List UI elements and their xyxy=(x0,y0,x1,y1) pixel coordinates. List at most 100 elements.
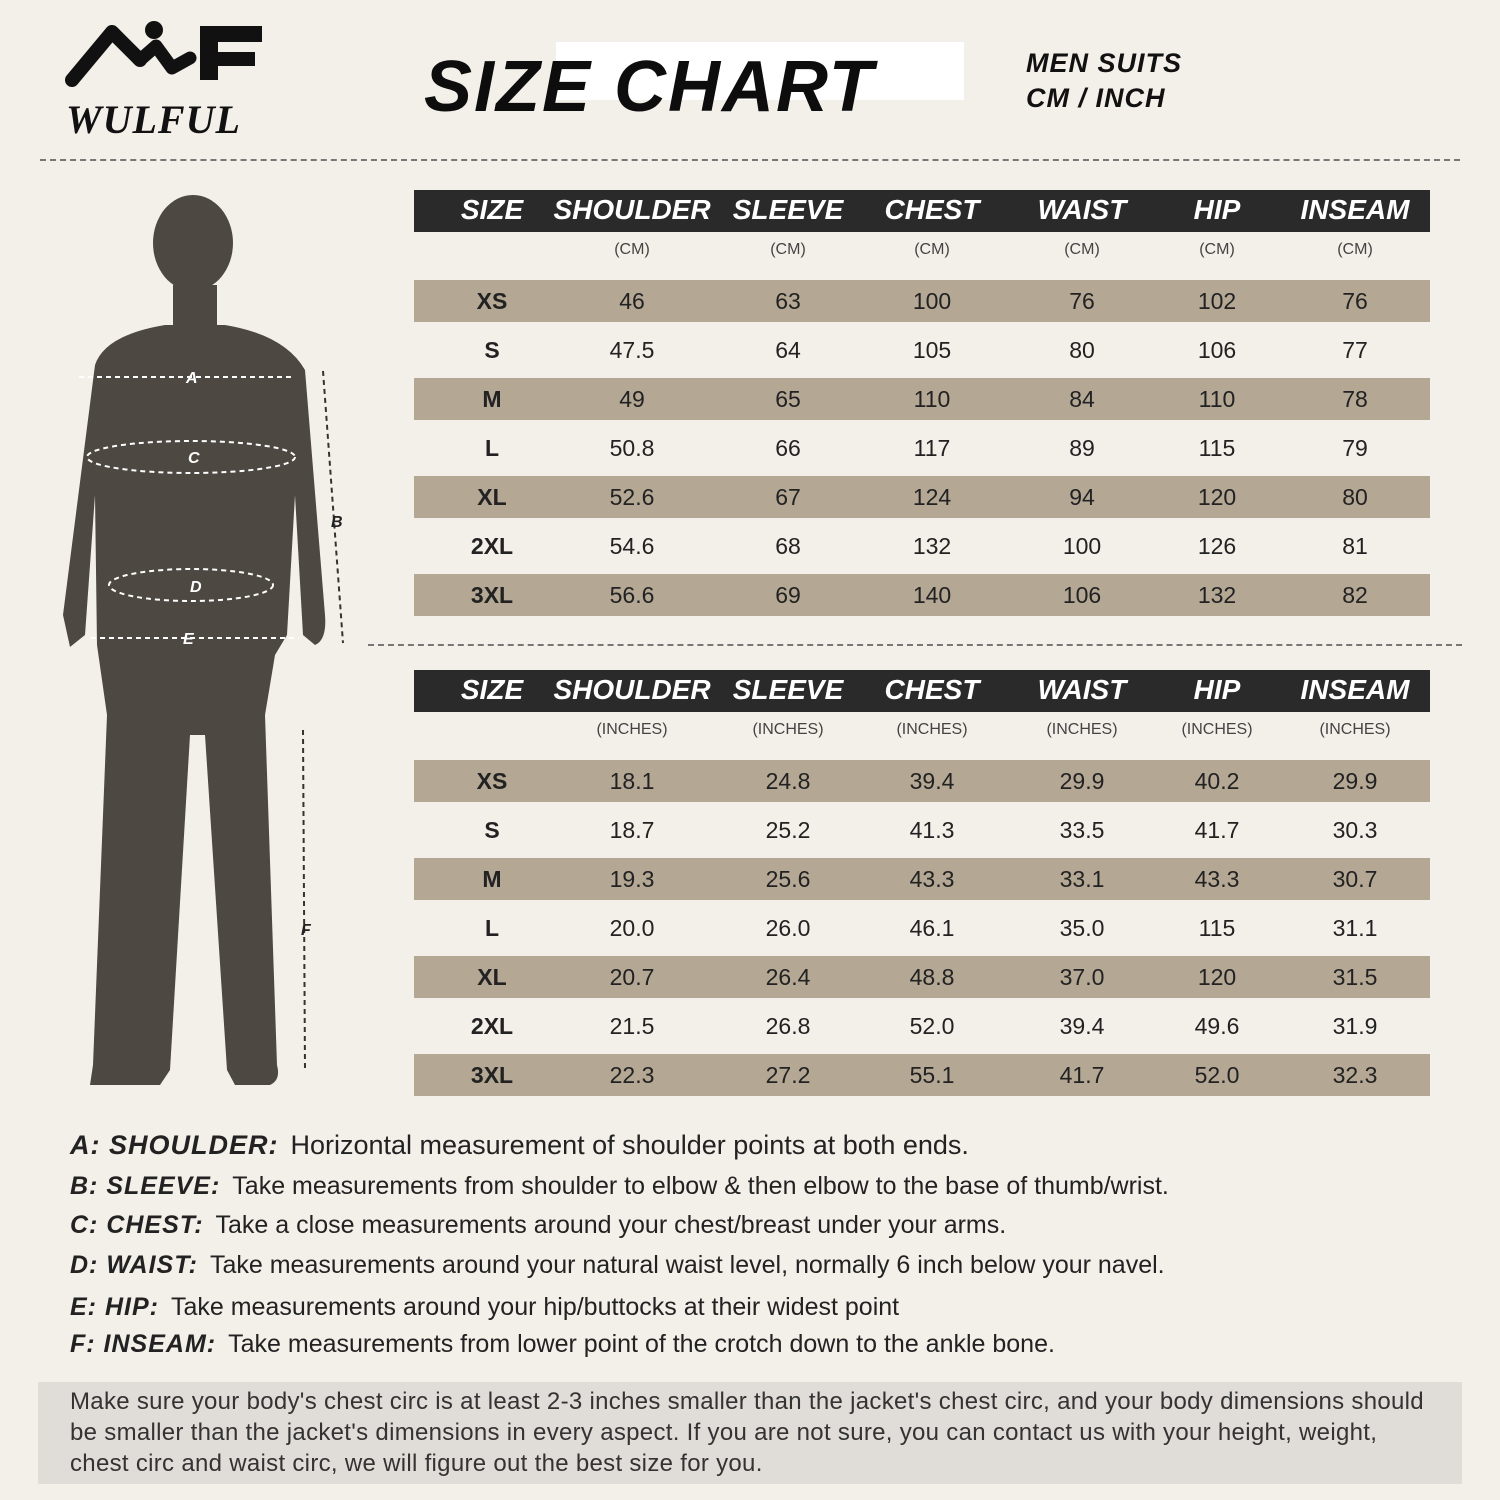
legend-item-waist: D: WAIST: Take measurements around your n… xyxy=(70,1251,1165,1280)
figure-label-e: E xyxy=(183,631,195,648)
table-row: XS 18.1 24.8 39.4 29.9 40.2 29.9 xyxy=(414,760,1430,802)
value-cell: 120 xyxy=(1197,484,1237,510)
size-cell: L xyxy=(484,915,500,941)
value-cell: 132 xyxy=(912,533,952,559)
value-cell: 25.2 xyxy=(765,817,811,843)
unit-label: (CM) xyxy=(770,241,806,258)
legend-item-shoulder: A: SHOULDER: Horizontal measurement of sh… xyxy=(70,1130,969,1161)
size-cell: XS xyxy=(476,768,508,794)
table-row: XL 52.6 67 124 94 120 80 xyxy=(414,476,1430,518)
column-header: INSEAM xyxy=(1300,194,1410,225)
value-cell: 30.3 xyxy=(1332,817,1378,843)
value-cell: 76 xyxy=(1069,288,1095,314)
size-cell: XS xyxy=(476,288,508,314)
column-header: SLEEVE xyxy=(732,674,844,705)
table-row: 2XL 21.5 26.8 52.0 39.4 49.6 31.9 xyxy=(414,1005,1430,1047)
value-cell: 105 xyxy=(912,337,952,363)
value-cell: 56.6 xyxy=(609,582,655,608)
legend-text: Take measurements around your natural wa… xyxy=(209,1251,1165,1279)
value-cell: 132 xyxy=(1197,582,1237,608)
value-cell: 78 xyxy=(1342,386,1368,412)
value-cell: 79 xyxy=(1342,435,1368,461)
legend-item-sleeve: B: SLEEVE: Take measurements from shoulde… xyxy=(70,1172,1169,1201)
fit-note: Make sure your body's chest circ is at l… xyxy=(38,1382,1462,1484)
value-cell: 76 xyxy=(1342,288,1368,314)
figure-label-d: D xyxy=(190,579,202,596)
value-cell: 41.3 xyxy=(909,817,955,843)
size-cell: 2XL xyxy=(470,1013,514,1039)
unit-label: (INCHES) xyxy=(752,721,824,738)
value-cell: 24.8 xyxy=(765,768,811,794)
column-header: HIP xyxy=(1193,674,1241,705)
unit-label: (CM) xyxy=(1199,241,1235,258)
column-header: SIZE xyxy=(460,674,524,705)
value-cell: 31.9 xyxy=(1332,1013,1378,1039)
column-header: CHEST xyxy=(884,194,980,225)
legend-text: Take measurements from shoulder to elbow… xyxy=(232,1172,1169,1200)
value-cell: 84 xyxy=(1069,386,1095,412)
legend-item-hip: E: HIP: Take measurements around your hip… xyxy=(70,1293,899,1322)
column-header: INSEAM xyxy=(1300,674,1410,705)
size-cell: S xyxy=(484,817,500,843)
table-row: 2XL 54.6 68 132 100 126 81 xyxy=(414,525,1430,567)
table-header: SIZE SHOULDER SLEEVE CHEST WAIST HIP INSEAM xyxy=(414,670,1430,712)
figure-label-a: A xyxy=(185,370,198,387)
size-cell: 3XL xyxy=(470,1062,514,1088)
table-row: L 50.8 66 117 89 115 79 xyxy=(414,427,1430,469)
value-cell: 94 xyxy=(1069,484,1095,510)
value-cell: 26.4 xyxy=(765,964,811,990)
value-cell: 25.6 xyxy=(765,866,811,892)
legend-key: F: INSEAM: xyxy=(70,1330,217,1358)
unit-label: (INCHES) xyxy=(896,721,968,738)
value-cell: 20.7 xyxy=(609,964,655,990)
unit-row: (CM) (CM) (CM) (CM) (CM) (CM) xyxy=(414,232,1430,280)
value-cell: 33.5 xyxy=(1059,817,1105,843)
unit-label: (CM) xyxy=(1337,241,1373,258)
value-cell: 29.9 xyxy=(1332,768,1378,794)
legend-text: Take a close measurements around your ch… xyxy=(215,1211,1007,1239)
value-cell: 29.9 xyxy=(1059,768,1105,794)
value-cell: 89 xyxy=(1069,435,1095,461)
size-cell: L xyxy=(484,435,500,461)
size-cell: M xyxy=(482,866,502,892)
value-cell: 37.0 xyxy=(1059,964,1105,990)
value-cell: 30.7 xyxy=(1332,866,1378,892)
table-row: L 20.0 26.0 46.1 35.0 115 31.1 xyxy=(414,907,1430,949)
table-row: 3XL 56.6 69 140 106 132 82 xyxy=(414,574,1430,616)
unit-label: (INCHES) xyxy=(596,721,668,738)
value-cell: 115 xyxy=(1198,435,1236,461)
value-cell: 100 xyxy=(912,288,952,314)
value-cell: 80 xyxy=(1069,337,1095,363)
title-highlight xyxy=(556,42,964,100)
body-figure-icon: A B C D E F xyxy=(63,195,344,1085)
value-cell: 50.8 xyxy=(609,435,655,461)
value-cell: 39.4 xyxy=(909,768,955,794)
divider xyxy=(40,159,1460,161)
value-cell: 40.2 xyxy=(1194,768,1240,794)
table-row: XL 20.7 26.4 48.8 37.0 120 31.5 xyxy=(414,956,1430,998)
size-cell: 2XL xyxy=(470,533,514,559)
value-cell: 39.4 xyxy=(1059,1013,1105,1039)
size-table-inches: SIZE SHOULDER SLEEVE CHEST WAIST HIP INSEAM (IN… xyxy=(414,670,1430,1103)
legend-key: E: HIP: xyxy=(70,1293,159,1321)
value-cell: 21.5 xyxy=(609,1013,655,1039)
table-row: 3XL 22.3 27.2 55.1 41.7 52.0 32.3 xyxy=(414,1054,1430,1096)
value-cell: 81 xyxy=(1342,533,1368,559)
value-cell: 48.8 xyxy=(909,964,955,990)
subtitle-units: CM / INCH xyxy=(1026,83,1166,113)
column-header: SLEEVE xyxy=(732,194,844,225)
table-row: S 18.7 25.2 41.3 33.5 41.7 30.3 xyxy=(414,809,1430,851)
value-cell: 46 xyxy=(619,288,645,314)
size-cell: XL xyxy=(477,964,507,990)
value-cell: 140 xyxy=(912,582,952,608)
column-header: SIZE xyxy=(460,194,524,225)
value-cell: 64 xyxy=(775,337,801,363)
value-cell: 47.5 xyxy=(609,337,655,363)
value-cell: 66 xyxy=(775,435,801,461)
unit-label: (INCHES) xyxy=(1181,721,1253,738)
brand-logo-icon xyxy=(65,21,262,87)
legend-item-chest: C: CHEST: Take a close measurements aroun… xyxy=(70,1211,1006,1240)
column-header: SHOULDER xyxy=(553,674,711,705)
table-row: XS 46 63 100 76 102 76 xyxy=(414,280,1430,322)
figure-label-b: B xyxy=(331,514,343,531)
